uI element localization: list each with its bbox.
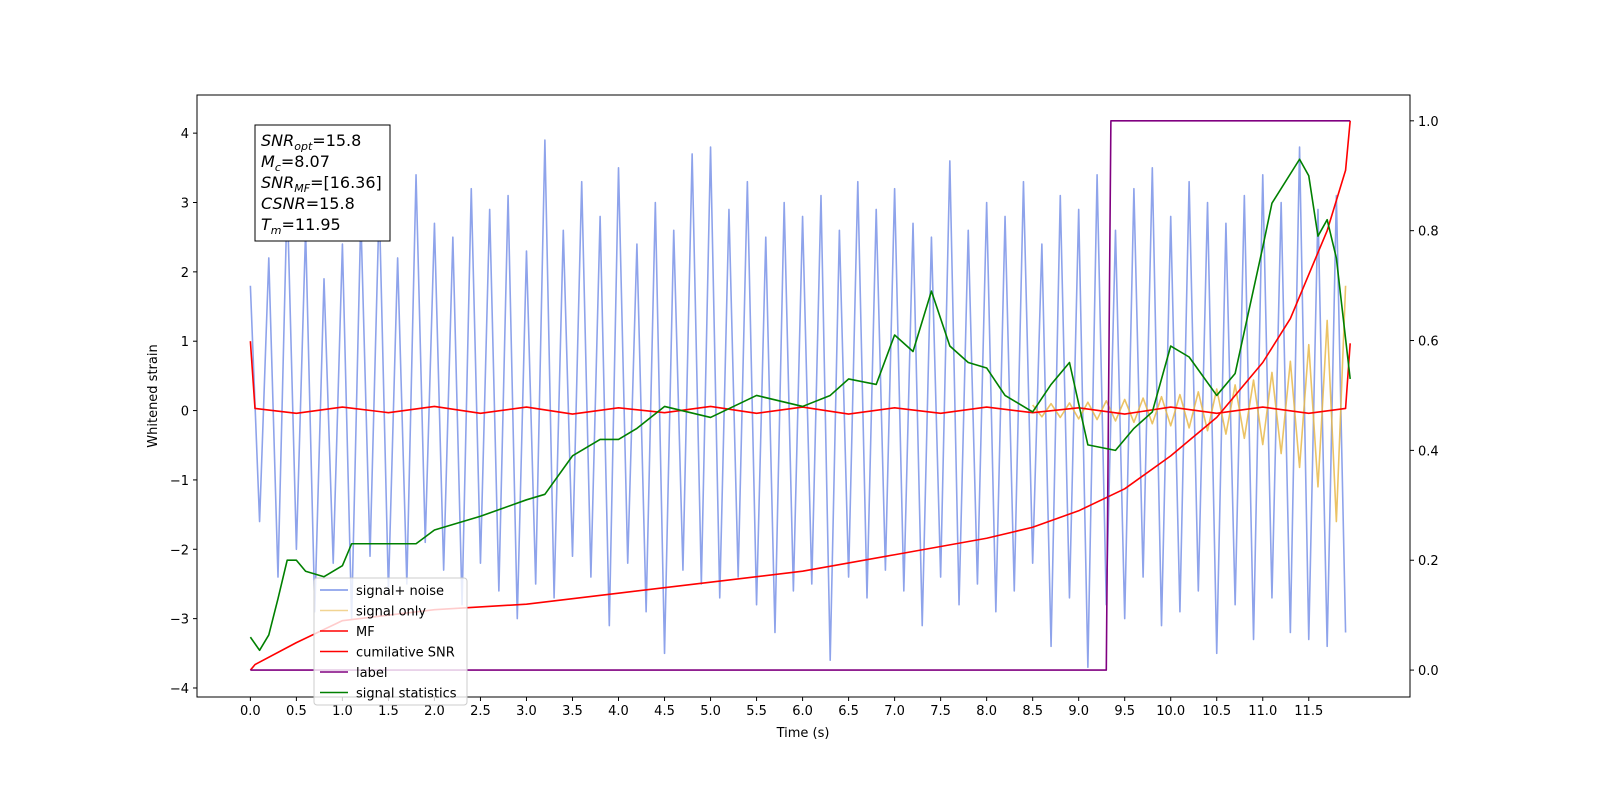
stats-part: SNR <box>261 131 294 150</box>
x-tick-label: 6.5 <box>838 704 859 719</box>
y2-tick-label: 0.4 <box>1418 444 1439 459</box>
y2-tick-label: 0.6 <box>1418 335 1439 350</box>
y-axis-label: Whitened strain <box>146 344 161 447</box>
x-tick-label: 0.0 <box>240 704 261 719</box>
stats-line: Mc=8.07 <box>261 152 330 174</box>
stats-line: Tm=11.95 <box>261 215 341 237</box>
x-tick-label: 4.5 <box>654 704 675 719</box>
stats-box <box>254 124 391 242</box>
legend-label: signal statistics <box>356 687 457 702</box>
y-tick-label: −2 <box>170 543 189 558</box>
x-tick-label: 2.0 <box>424 704 445 719</box>
stats-part: =15.8 <box>312 131 361 150</box>
stats-part: =[16.36] <box>310 173 382 192</box>
stats-line: SNRMF=[16.36] <box>261 173 382 195</box>
stats-part: =11.95 <box>282 215 341 234</box>
stats-line: SNRopt=15.8 <box>261 131 361 153</box>
x-tick-label: 9.0 <box>1068 704 1089 719</box>
stats-part: c <box>275 161 281 174</box>
axes: 0.0 0.5 1.0 1.5 2.0 2.5 3.0 3.5 4.0 4.5 5.0 5.5 6.0 6… <box>170 115 1439 719</box>
x-tick-label: 5.5 <box>746 704 767 719</box>
x-tick-label: 3.0 <box>516 704 537 719</box>
legend-label: signal+ noise <box>356 584 444 599</box>
stats-part: =8.07 <box>281 152 330 171</box>
x-tick-label: 9.5 <box>1114 704 1135 719</box>
y2-tick-label: 1.0 <box>1418 115 1439 130</box>
x-tick-label: 10.5 <box>1202 704 1231 719</box>
stats-part: CSNR <box>261 194 306 213</box>
series-line <box>1032 285 1347 523</box>
series-line <box>250 120 1351 671</box>
x-tick-label: 10.0 <box>1156 704 1185 719</box>
stats-part: opt <box>294 140 313 153</box>
legend-label: label <box>356 666 387 681</box>
x-tick-label: 8.0 <box>976 704 997 719</box>
x-tick-label: 8.5 <box>1022 704 1043 719</box>
y2-tick-label: 0.0 <box>1418 664 1439 679</box>
stats-part: =15.8 <box>306 194 355 213</box>
x-tick-label: 1.5 <box>378 704 399 719</box>
axes-frame <box>196 94 1411 698</box>
x-tick-label: 11.5 <box>1294 704 1323 719</box>
legend-label: MF <box>356 625 375 640</box>
legend-label: signal only <box>356 605 426 620</box>
y2-tick-label: 0.8 <box>1418 225 1439 240</box>
x-tick-label: 6.0 <box>792 704 813 719</box>
stats-part: M <box>261 152 275 171</box>
y-tick-label: 1 <box>181 335 189 350</box>
legend-label: cumilative SNR <box>356 646 455 661</box>
x-axis-label: Time (s) <box>776 726 830 741</box>
y-tick-label: 3 <box>181 197 189 212</box>
x-tick-label: 4.0 <box>608 704 629 719</box>
x-tick-label: 2.5 <box>470 704 491 719</box>
stats-line: CSNR=15.8 <box>261 194 355 213</box>
stats-part: MF <box>294 182 310 195</box>
stats-part: m <box>271 224 282 237</box>
y2-tick-label: 0.2 <box>1418 554 1439 569</box>
y-tick-label: −3 <box>170 613 189 628</box>
legend-box <box>313 577 468 706</box>
y-tick-label: 0 <box>181 405 189 420</box>
y-tick-label: 2 <box>181 266 189 281</box>
x-tick-label: 11.0 <box>1248 704 1277 719</box>
y-tick-label: 4 <box>181 127 189 142</box>
series-line <box>249 139 1347 668</box>
y-tick-label: −1 <box>170 474 189 489</box>
stats-part: SNR <box>261 173 294 192</box>
y-tick-label: −4 <box>170 682 189 697</box>
x-tick-label: 3.5 <box>562 704 583 719</box>
x-tick-label: 7.5 <box>930 704 951 719</box>
series-line <box>249 158 1351 652</box>
x-tick-label: 7.0 <box>884 704 905 719</box>
x-tick-label: 5.0 <box>700 704 721 719</box>
stats-part: T <box>261 215 272 234</box>
x-tick-label: 0.5 <box>286 704 307 719</box>
overlay: SNRopt=15.8Mc=8.07SNRMF=[16.36]CSNR=15.8… <box>254 124 468 706</box>
x-tick-label: 1.0 <box>332 704 353 719</box>
